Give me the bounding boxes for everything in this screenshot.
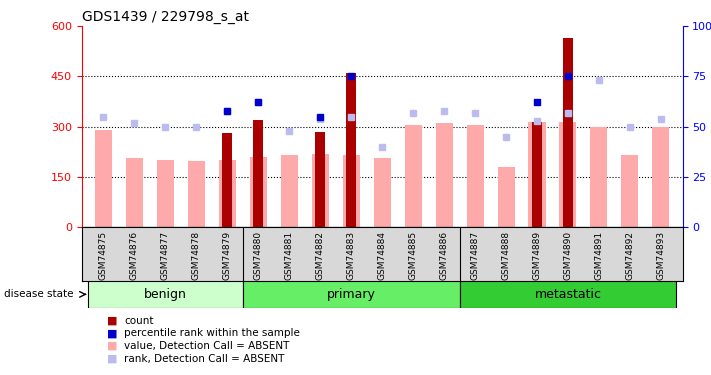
Bar [374,158,390,227]
Text: ■: ■ [107,316,117,326]
Text: GSM74880: GSM74880 [254,231,263,280]
Text: GSM74875: GSM74875 [99,231,108,280]
Text: GSM74877: GSM74877 [161,231,170,280]
Text: GSM74885: GSM74885 [409,231,417,280]
Bar [157,160,174,227]
Bar [242,281,459,308]
Bar [88,281,242,308]
Text: percentile rank within the sample: percentile rank within the sample [124,328,300,338]
Text: GSM74893: GSM74893 [656,231,665,280]
Text: GSM74881: GSM74881 [285,231,294,280]
Bar [343,155,360,227]
Bar [653,127,669,227]
Bar [250,157,267,227]
Text: value, Detection Call = ABSENT: value, Detection Call = ABSENT [124,341,290,351]
Bar [466,125,483,227]
Text: GSM74892: GSM74892 [626,231,634,280]
Bar [560,122,577,227]
Text: GSM74889: GSM74889 [533,231,542,280]
Bar [188,160,205,227]
Text: GSM74886: GSM74886 [439,231,449,280]
Bar [95,130,112,227]
Bar [405,125,422,227]
Bar [532,122,542,227]
Bar [223,133,232,227]
Bar [459,281,676,308]
Text: GSM74883: GSM74883 [347,231,356,280]
Text: GSM74884: GSM74884 [378,231,387,280]
Text: primary: primary [327,288,375,301]
Bar [621,155,638,227]
Bar [528,122,545,227]
Bar [311,154,328,227]
Text: metastatic: metastatic [535,288,602,301]
Bar [436,123,453,227]
Bar [281,155,298,227]
Text: GSM74882: GSM74882 [316,231,325,280]
Text: GSM74878: GSM74878 [192,231,201,280]
Text: ■: ■ [107,341,117,351]
Text: ■: ■ [107,354,117,364]
Bar [590,127,607,227]
Bar [219,160,236,227]
Text: disease state: disease state [4,290,73,299]
Text: GSM74876: GSM74876 [130,231,139,280]
Text: count: count [124,316,154,326]
Bar [498,166,515,227]
Bar [253,120,263,227]
Bar [346,73,356,227]
Text: GSM74890: GSM74890 [564,231,572,280]
Bar [126,158,143,227]
Text: GDS1439 / 229798_s_at: GDS1439 / 229798_s_at [82,10,249,24]
Text: GSM74888: GSM74888 [501,231,510,280]
Text: GSM74879: GSM74879 [223,231,232,280]
Text: GSM74887: GSM74887 [471,231,479,280]
Text: rank, Detection Call = ABSENT: rank, Detection Call = ABSENT [124,354,285,364]
Text: GSM74891: GSM74891 [594,231,604,280]
Bar [315,132,326,227]
Bar [563,38,573,227]
Text: benign: benign [144,288,187,301]
Text: ■: ■ [107,328,117,338]
